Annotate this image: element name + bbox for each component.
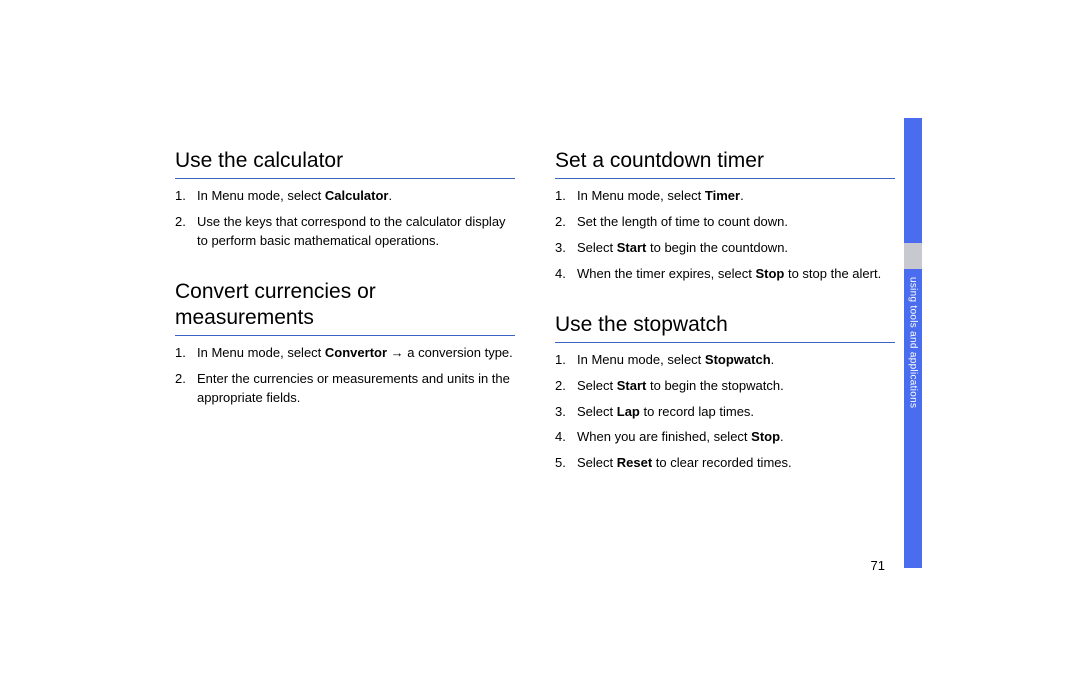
step-text-post: to begin the stopwatch. [646, 378, 783, 393]
list-item: Set the length of time to count down. [577, 213, 895, 232]
step-text-bold: Stopwatch [705, 352, 771, 367]
heading-convert: Convert currencies or measurements [175, 279, 515, 337]
step-text-pre: Enter the currencies or measurements and… [197, 371, 510, 405]
step-text-post: → a conversion type. [387, 345, 513, 360]
side-tab-label: using tools and applications [908, 277, 919, 408]
heading-timer: Set a countdown timer [555, 148, 895, 179]
list-item: Select Start to begin the stopwatch. [577, 377, 895, 396]
list-item: Use the keys that correspond to the calc… [197, 213, 515, 251]
step-text-pre: Select [577, 455, 617, 470]
step-text-pre: Select [577, 404, 617, 419]
step-text-bold: Reset [617, 455, 652, 470]
step-text-bold: Convertor [325, 345, 387, 360]
list-item: Select Reset to clear recorded times. [577, 454, 895, 473]
list-item: Select Start to begin the countdown. [577, 239, 895, 258]
list-item: In Menu mode, select Calculator. [197, 187, 515, 206]
step-text-bold: Calculator [325, 188, 389, 203]
step-text-post: to record lap times. [640, 404, 754, 419]
step-text-post: . [771, 352, 775, 367]
step-text-post: to stop the alert. [784, 266, 881, 281]
step-text-pre: Select [577, 240, 617, 255]
list-item: In Menu mode, select Stopwatch. [577, 351, 895, 370]
section-stopwatch: Use the stopwatch In Menu mode, select S… [555, 312, 895, 473]
list-item: When you are finished, select Stop. [577, 428, 895, 447]
step-text-pre: Select [577, 378, 617, 393]
step-text-bold: Stop [751, 429, 780, 444]
steps-calculator: In Menu mode, select Calculator. Use the… [175, 187, 515, 251]
list-item: Select Lap to record lap times. [577, 403, 895, 422]
step-text-pre: Set the length of time to count down. [577, 214, 788, 229]
manual-page: Use the calculator In Menu mode, select … [0, 0, 1080, 696]
step-text-pre: In Menu mode, select [577, 188, 705, 203]
content-area: Use the calculator In Menu mode, select … [175, 148, 895, 501]
step-text-pre: In Menu mode, select [197, 345, 325, 360]
step-text-post: . [780, 429, 784, 444]
step-text-post: to begin the countdown. [646, 240, 788, 255]
side-tab-segment-current [904, 243, 922, 269]
heading-stopwatch: Use the stopwatch [555, 312, 895, 343]
steps-stopwatch: In Menu mode, select Stopwatch. Select S… [555, 351, 895, 473]
step-text-post: . [740, 188, 744, 203]
side-tab: using tools and applications [904, 118, 922, 568]
step-text-pre: In Menu mode, select [197, 188, 325, 203]
step-text-bold: Stop [755, 266, 784, 281]
step-text-pre: When you are finished, select [577, 429, 751, 444]
step-text-bold: Start [617, 240, 647, 255]
step-text-pre: When the timer expires, select [577, 266, 755, 281]
list-item: In Menu mode, select Convertor → a conve… [197, 344, 515, 363]
list-item: Enter the currencies or measurements and… [197, 370, 515, 408]
step-text-post: . [388, 188, 392, 203]
step-text-post: to clear recorded times. [652, 455, 791, 470]
list-item: In Menu mode, select Timer. [577, 187, 895, 206]
step-text-bold: Timer [705, 188, 740, 203]
steps-timer: In Menu mode, select Timer. Set the leng… [555, 187, 895, 283]
page-number: 71 [871, 558, 885, 573]
step-text-bold: Lap [617, 404, 640, 419]
step-text-pre: Use the keys that correspond to the calc… [197, 214, 506, 248]
side-tab-segment-bottom: using tools and applications [904, 269, 922, 568]
side-tab-segment-top [904, 118, 922, 243]
step-text-pre: In Menu mode, select [577, 352, 705, 367]
section-convert: Convert currencies or measurements In Me… [175, 279, 515, 408]
steps-convert: In Menu mode, select Convertor → a conve… [175, 344, 515, 408]
section-calculator: Use the calculator In Menu mode, select … [175, 148, 515, 251]
heading-calculator: Use the calculator [175, 148, 515, 179]
left-column: Use the calculator In Menu mode, select … [175, 148, 515, 501]
step-text-bold: Start [617, 378, 647, 393]
list-item: When the timer expires, select Stop to s… [577, 265, 895, 284]
right-column: Set a countdown timer In Menu mode, sele… [555, 148, 895, 501]
section-timer: Set a countdown timer In Menu mode, sele… [555, 148, 895, 284]
